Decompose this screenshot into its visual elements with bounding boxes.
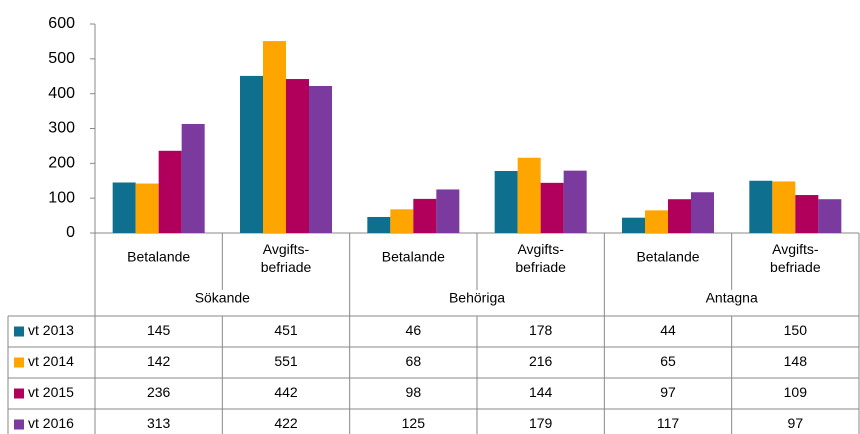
legend-label: vt 2015 (28, 384, 74, 400)
bar (263, 41, 286, 234)
table-value: 117 (657, 415, 680, 431)
bar (367, 216, 391, 233)
y-tick-label: 300 (48, 120, 75, 137)
bar (691, 192, 714, 233)
table-value: 145 (147, 322, 171, 338)
x-tick-label: Betalande (636, 249, 699, 265)
table-value: 451 (274, 322, 298, 338)
legend-swatch (14, 388, 24, 399)
bar (563, 170, 587, 233)
bar (112, 182, 136, 233)
legend-swatch (14, 326, 24, 337)
x-tick-label: Betalande (382, 249, 445, 265)
group-label: Antagna (706, 290, 758, 306)
bar (818, 199, 842, 233)
y-tick-label: 600 (48, 15, 75, 32)
table-value: 148 (784, 353, 808, 369)
legend-swatch (14, 419, 24, 430)
x-tick-label: Avgifts-befriade (515, 241, 566, 275)
table-value: 179 (529, 415, 553, 431)
table-value: 216 (529, 353, 553, 369)
bar (668, 199, 691, 233)
table-value: 442 (274, 384, 298, 400)
bar (240, 75, 263, 233)
bar (622, 217, 645, 233)
y-tick-label: 500 (48, 50, 75, 67)
table-value: 125 (402, 415, 426, 431)
group-label: Sökande (195, 290, 250, 306)
table-value: 68 (406, 353, 422, 369)
bar (772, 181, 796, 233)
x-tick-label: Avgifts-befriade (770, 241, 821, 275)
legend-swatch (14, 357, 24, 368)
table-value: 44 (660, 322, 676, 338)
y-tick-label: 0 (66, 224, 75, 241)
y-tick-label: 100 (48, 189, 75, 206)
table-value: 236 (147, 384, 171, 400)
bar (645, 210, 668, 233)
table-value: 144 (529, 384, 553, 400)
table-value: 142 (147, 353, 171, 369)
bar (309, 86, 332, 234)
table-value: 98 (406, 384, 422, 400)
bar (749, 180, 773, 233)
table-value: 313 (147, 415, 171, 431)
table-value: 65 (660, 353, 676, 369)
bar (436, 189, 460, 233)
table-value: 178 (529, 322, 553, 338)
table-value: 551 (274, 353, 298, 369)
bar (286, 79, 309, 233)
legend-label: vt 2016 (28, 415, 74, 431)
x-tick-label: Betalande (127, 249, 190, 265)
y-tick-label: 200 (48, 155, 75, 172)
bar (795, 195, 819, 233)
bar (158, 150, 182, 233)
y-tick-label: 400 (48, 85, 75, 102)
table-value: 422 (274, 415, 298, 431)
bar (181, 123, 205, 233)
bar (494, 170, 518, 233)
table-value: 109 (784, 384, 808, 400)
table-value: 97 (660, 384, 676, 400)
bar (390, 209, 414, 233)
table-value: 46 (406, 322, 422, 338)
x-tick-label: Avgifts-befriade (261, 241, 312, 275)
bar (517, 157, 541, 233)
bar (540, 182, 564, 233)
group-label: Behöriga (449, 290, 505, 306)
table-value: 97 (788, 415, 804, 431)
bar (413, 198, 437, 233)
legend-label: vt 2013 (28, 322, 74, 338)
bar (135, 183, 159, 233)
table-value: 150 (784, 322, 808, 338)
legend-label: vt 2014 (28, 353, 74, 369)
